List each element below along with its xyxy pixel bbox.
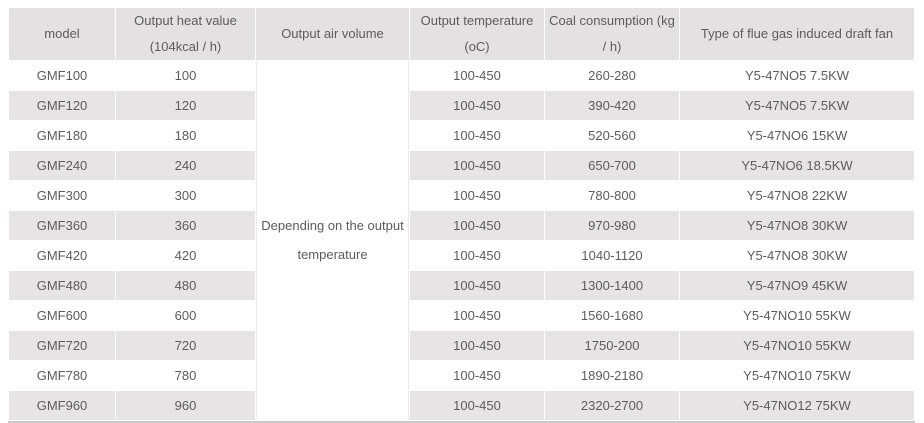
- cell-heat-value: 180: [116, 121, 255, 150]
- cell-coal-consumption: 650-700: [545, 151, 679, 180]
- cell-coal-consumption: 260-280: [545, 61, 679, 90]
- cell-coal-consumption: 1890-2180: [545, 361, 679, 390]
- cell-fan-type: Y5-47NO6 18.5KW: [680, 151, 914, 180]
- cell-fan-type: Y5-47NO5 7.5KW: [680, 61, 914, 90]
- cell-model: GMF600: [9, 301, 115, 330]
- cell-heat-value: 720: [116, 331, 255, 360]
- cell-model: GMF420: [9, 241, 115, 270]
- cell-heat-value: 240: [116, 151, 255, 180]
- cell-model: GMF180: [9, 121, 115, 150]
- cell-temperature: 100-450: [410, 121, 544, 150]
- cell-fan-type: Y5-47NO10 75KW: [680, 361, 914, 390]
- cell-model: GMF100: [9, 61, 115, 90]
- cell-heat-value: 960: [116, 391, 255, 420]
- cell-coal-consumption: 390-420: [545, 91, 679, 120]
- cell-heat-value: 300: [116, 181, 255, 210]
- cell-temperature: 100-450: [410, 391, 544, 420]
- cell-temperature: 100-450: [410, 301, 544, 330]
- cell-temperature: 100-450: [410, 241, 544, 270]
- cell-heat-value: 600: [116, 301, 255, 330]
- cell-model: GMF780: [9, 361, 115, 390]
- cell-coal-consumption: 780-800: [545, 181, 679, 210]
- cell-temperature: 100-450: [410, 211, 544, 240]
- cell-fan-type: Y5-47NO10 55KW: [680, 301, 914, 330]
- cell-fan-type: Y5-47NO8 30KW: [680, 241, 914, 270]
- cell-temperature: 100-450: [410, 61, 544, 90]
- cell-model: GMF240: [9, 151, 115, 180]
- cell-temperature: 100-450: [410, 181, 544, 210]
- cell-heat-value: 420: [116, 241, 255, 270]
- cell-heat-value: 780: [116, 361, 255, 390]
- col-header-air-volume: Output air volume: [256, 8, 409, 60]
- cell-temperature: 100-450: [410, 91, 544, 120]
- table-body: GMF100 100 Depending on the output tempe…: [9, 61, 914, 420]
- col-header-model: model: [9, 8, 115, 60]
- cell-coal-consumption: 1750-200: [545, 331, 679, 360]
- cell-model: GMF120: [9, 91, 115, 120]
- cell-fan-type: Y5-47NO9 45KW: [680, 271, 914, 300]
- col-header-fan-type: Type of flue gas induced draft fan: [680, 8, 914, 60]
- cell-coal-consumption: 970-980: [545, 211, 679, 240]
- cell-coal-consumption: 1560-1680: [545, 301, 679, 330]
- table-row: GMF480 480 100-450 1300-1400 Y5-47NO9 45…: [9, 271, 914, 300]
- cell-temperature: 100-450: [410, 361, 544, 390]
- cell-heat-value: 480: [116, 271, 255, 300]
- cell-temperature: 100-450: [410, 331, 544, 360]
- merged-air-volume-cell: Depending on the output temperature: [256, 61, 409, 420]
- table-row: GMF360 360 100-450 970-980 Y5-47NO8 30KW: [9, 211, 914, 240]
- cell-fan-type: Y5-47NO6 15KW: [680, 121, 914, 150]
- cell-fan-type: Y5-47NO10 55KW: [680, 331, 914, 360]
- table-header: model Output heat value (104kcal / h) Ou…: [9, 8, 914, 60]
- cell-fan-type: Y5-47NO8 30KW: [680, 211, 914, 240]
- col-header-heat-value: Output heat value (104kcal / h): [116, 8, 255, 60]
- cell-coal-consumption: 520-560: [545, 121, 679, 150]
- col-header-temperature: Output temperature (oC): [410, 8, 544, 60]
- table-row: GMF420 420 100-450 1040-1120 Y5-47NO8 30…: [9, 241, 914, 270]
- cell-fan-type: Y5-47NO8 22KW: [680, 181, 914, 210]
- cell-heat-value: 100: [116, 61, 255, 90]
- cell-model: GMF300: [9, 181, 115, 210]
- product-spec-table: model Output heat value (104kcal / h) Ou…: [8, 7, 915, 423]
- cell-fan-type: Y5-47NO12 75KW: [680, 391, 914, 420]
- cell-model: GMF720: [9, 331, 115, 360]
- cell-coal-consumption: 2320-2700: [545, 391, 679, 420]
- table-row: GMF240 240 100-450 650-700 Y5-47NO6 18.5…: [9, 151, 914, 180]
- table-row: GMF720 720 100-450 1750-200 Y5-47NO10 55…: [9, 331, 914, 360]
- cell-temperature: 100-450: [410, 271, 544, 300]
- cell-fan-type: Y5-47NO5 7.5KW: [680, 91, 914, 120]
- header-row: model Output heat value (104kcal / h) Ou…: [9, 8, 914, 60]
- table-row: GMF300 300 100-450 780-800 Y5-47NO8 22KW: [9, 181, 914, 210]
- cell-heat-value: 360: [116, 211, 255, 240]
- table-row: GMF180 180 100-450 520-560 Y5-47NO6 15KW: [9, 121, 914, 150]
- cell-model: GMF960: [9, 391, 115, 420]
- table-row: GMF120 120 100-450 390-420 Y5-47NO5 7.5K…: [9, 91, 914, 120]
- cell-coal-consumption: 1300-1400: [545, 271, 679, 300]
- cell-heat-value: 120: [116, 91, 255, 120]
- cell-model: GMF360: [9, 211, 115, 240]
- table-row: GMF100 100 Depending on the output tempe…: [9, 61, 914, 420]
- cell-coal-consumption: 1040-1120: [545, 241, 679, 270]
- col-header-coal-consumption: Coal consumption (kg / h): [545, 8, 679, 60]
- cell-model: GMF480: [9, 271, 115, 300]
- table-row: GMF600 600 100-450 1560-1680 Y5-47NO10 5…: [9, 301, 914, 330]
- cell-temperature: 100-450: [410, 151, 544, 180]
- table-row: GMF960 960 100-450 2320-2700 Y5-47NO12 7…: [9, 391, 914, 420]
- table-row: GMF780 780 100-450 1890-2180 Y5-47NO10 7…: [9, 361, 914, 390]
